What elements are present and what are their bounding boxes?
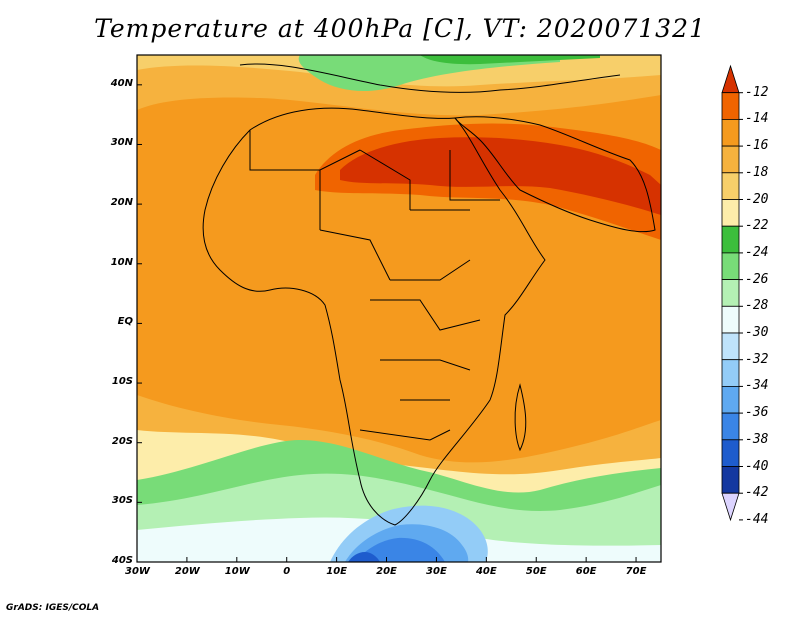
- field-cold-38: [355, 537, 445, 562]
- lon-tick-label: 10W: [224, 566, 250, 577]
- lon-tick-label: 20E: [376, 566, 397, 577]
- lon-tick-label: 20W: [174, 566, 200, 577]
- lat-tick-label: 20S: [111, 435, 133, 447]
- colorbar-swatch: [721, 92, 740, 120]
- colorbar-tick-label: -34: [745, 378, 769, 394]
- colorbar-swatch: [721, 359, 740, 387]
- plot-frame: [136, 54, 662, 563]
- colorbar-tick-label: -28: [745, 298, 769, 314]
- lat-tick-label: 10S: [111, 376, 133, 388]
- colorbar-tick-label: -36: [745, 405, 769, 421]
- map-title: Temperature at 400hPa [C], VT: 202007132…: [94, 14, 706, 43]
- lon-tick-label: 30E: [426, 566, 447, 577]
- colorbar-tick-label: -18: [745, 164, 769, 180]
- lat-tick-label: 30S: [111, 495, 133, 507]
- lat-tick-label: 40S: [111, 555, 133, 566]
- colorbar-swatch: [721, 412, 740, 441]
- colorbar-swatch: [721, 145, 740, 174]
- lat-tick-label: 20N: [110, 197, 133, 209]
- lon-tick-label: 70E: [625, 566, 647, 577]
- colorbar-tick-label: -24: [745, 244, 769, 260]
- colorbar-swatch: [721, 466, 740, 494]
- colorbar-bottom-arrow: [721, 492, 740, 522]
- colorbar-swatch: [721, 225, 740, 254]
- colorbar-tick-label: -30: [745, 325, 769, 340]
- colorbar-tick-label: -40: [745, 458, 769, 474]
- colorbar-swatch: [721, 305, 740, 334]
- colorbar-swatch: [721, 332, 740, 361]
- colorbar-swatch: [721, 199, 740, 227]
- lon-tick-label: 60E: [575, 566, 597, 577]
- lat-tick-label: EQ: [117, 316, 133, 328]
- colorbar-tick-label: -16: [745, 138, 769, 154]
- country-borders: [249, 130, 500, 441]
- lon-tick-label: 10E: [326, 566, 347, 577]
- colorbar-tick-label: -32: [745, 351, 769, 367]
- colorbar-tick-label: -38: [745, 431, 769, 447]
- europe-coast: [239, 63, 621, 93]
- lon-tick-label: 40E: [475, 566, 497, 577]
- colorbar-swatch: [721, 385, 740, 414]
- colorbar-tick-label: -44: [745, 511, 769, 527]
- lon-tick-label: 30W: [125, 566, 150, 577]
- madagascar-coast: [514, 383, 527, 452]
- coastlines: [202, 63, 656, 526]
- field-hot-12: [340, 137, 661, 215]
- africa-coast: [202, 107, 546, 526]
- colorbar-tick-label: -26: [745, 271, 769, 287]
- lat-tick-label: 40N: [110, 77, 133, 89]
- credit-text: GrADS: IGES/COLA: [6, 603, 100, 613]
- colorbar-tick-label: -42: [745, 485, 769, 501]
- lon-tick-label: 50E: [525, 566, 547, 577]
- colorbar-tick-label: -22: [745, 218, 769, 234]
- colorbar-swatch: [721, 119, 740, 147]
- colorbar-tick-label: -12: [745, 84, 769, 100]
- colorbar-swatch: [721, 439, 740, 467]
- colorbar-swatch: [721, 172, 740, 200]
- lat-tick-label: 30N: [110, 137, 133, 149]
- colorbar-swatch: [721, 279, 740, 307]
- colorbar-tick-label: -14: [745, 111, 769, 127]
- colorbar-swatch: [721, 252, 740, 280]
- temperature-field: [137, 55, 661, 562]
- colorbar-top-arrow: [721, 64, 740, 94]
- field-north-green2: [420, 55, 600, 65]
- arabia-coast: [454, 116, 656, 233]
- field-cold-40: [348, 552, 380, 562]
- lat-tick-label: 10N: [110, 256, 133, 268]
- axis-ticks: [136, 84, 637, 563]
- colorbar: [721, 64, 743, 522]
- lon-tick-label: 0: [283, 566, 291, 577]
- colorbar-tick-label: -20: [745, 191, 769, 207]
